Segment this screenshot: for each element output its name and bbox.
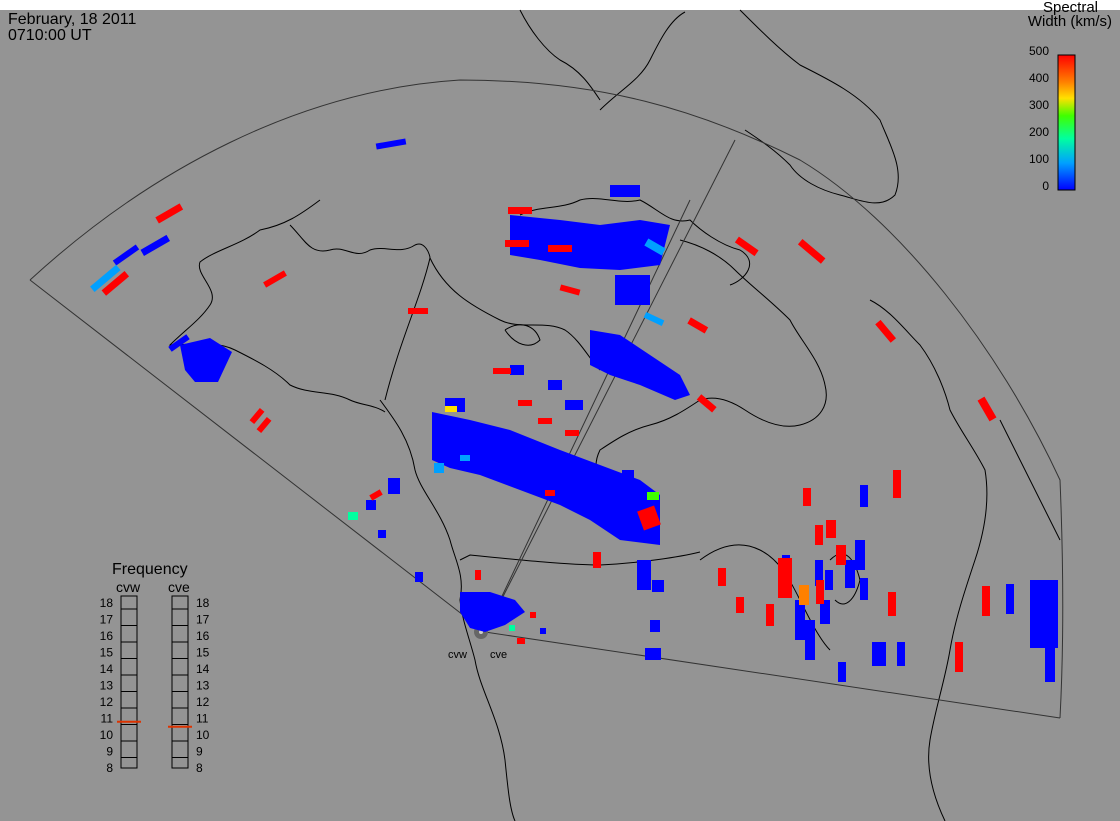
frequency-tick-cvw: 13 — [100, 679, 114, 693]
frequency-bar-cve — [171, 595, 189, 769]
frequency-tick-cve: 9 — [196, 745, 203, 759]
colorbar-tick-0: 0 — [1042, 179, 1049, 193]
field-of-view-outline — [29, 79, 1064, 719]
date-label: February, 18 2011 — [8, 11, 137, 28]
frequency-tick-cvw: 16 — [100, 629, 114, 643]
frequency-bar-cvw — [120, 595, 138, 769]
echo-alaska — [180, 338, 232, 382]
echo-near-site — [460, 560, 1058, 682]
frequency-title: Frequency — [112, 561, 188, 578]
frequency-grid — [121, 608, 188, 758]
colorbar-tick-500: 500 — [1029, 44, 1049, 58]
frequency-tick-cvw: 18 — [100, 596, 114, 610]
colorbar-gradient — [1057, 54, 1076, 191]
frequency-tick-cve: 17 — [196, 613, 210, 627]
frequency-tick-cvw: 14 — [100, 662, 114, 676]
frequency-tick-cvw: 15 — [100, 646, 114, 660]
colorbar-title-line1: Spectral — [1042, 0, 1098, 16]
frequency-panel: 18 17 16 15 14 13 12 11 10 9 8 18 17 16 15 14 13 12 11 10 9… — [100, 595, 210, 775]
frequency-tick-cve: 12 — [196, 695, 210, 709]
echo-band-north — [510, 185, 690, 400]
frequency-tick-cve: 10 — [196, 728, 210, 742]
frequency-tick-cve: 11 — [196, 712, 209, 726]
frequency-tick-cve: 15 — [196, 646, 210, 660]
frequency-tick-cvw: 9 — [106, 745, 113, 759]
frequency-tick-cve: 13 — [196, 679, 210, 693]
frequency-tick-cve: 14 — [196, 662, 210, 676]
frequency-tick-cvw: 10 — [100, 728, 114, 742]
map-background — [0, 10, 1120, 821]
echo-scattered-yellow-orange — [445, 406, 809, 605]
time-label: 0710:00 UT — [8, 27, 92, 44]
colorbar-tick-400: 400 — [1029, 71, 1049, 85]
frequency-tick-cvw: 17 — [100, 613, 114, 627]
frequency-tick-cvw: 8 — [106, 761, 113, 775]
frequency-tick-cvw: 11 — [101, 712, 114, 726]
echo-scattered-red — [101, 203, 997, 672]
colorbar-ticks: 0 100 200 300 400 500 — [1029, 44, 1049, 193]
echo-scattered-light-blue — [90, 238, 666, 473]
radar-label-east: cve — [490, 649, 507, 661]
colorbar-tick-300: 300 — [1029, 98, 1049, 112]
frequency-tick-cve: 18 — [196, 596, 210, 610]
frequency-col-cve: cve — [168, 579, 190, 595]
frequency-tick-cve: 8 — [196, 761, 203, 775]
colorbar-title-line2: Width (km/s) — [1027, 13, 1112, 30]
colorbar-tick-100: 100 — [1029, 152, 1049, 166]
colorbar-tick-200: 200 — [1029, 125, 1049, 139]
echo-scattered-blue — [112, 138, 868, 634]
radar-label-west: cvw — [448, 649, 467, 661]
frequency-tick-cve: 16 — [196, 629, 210, 643]
frequency-labels-cvw: 18 17 16 15 14 13 12 11 10 9 8 — [100, 596, 114, 775]
frequency-tick-cvw: 12 — [100, 695, 114, 709]
echo-scattered-green — [348, 492, 659, 631]
frequency-labels-cve: 18 17 16 15 14 13 12 11 10 9 8 — [196, 596, 210, 775]
frequency-col-cvw: cvw — [116, 579, 141, 595]
